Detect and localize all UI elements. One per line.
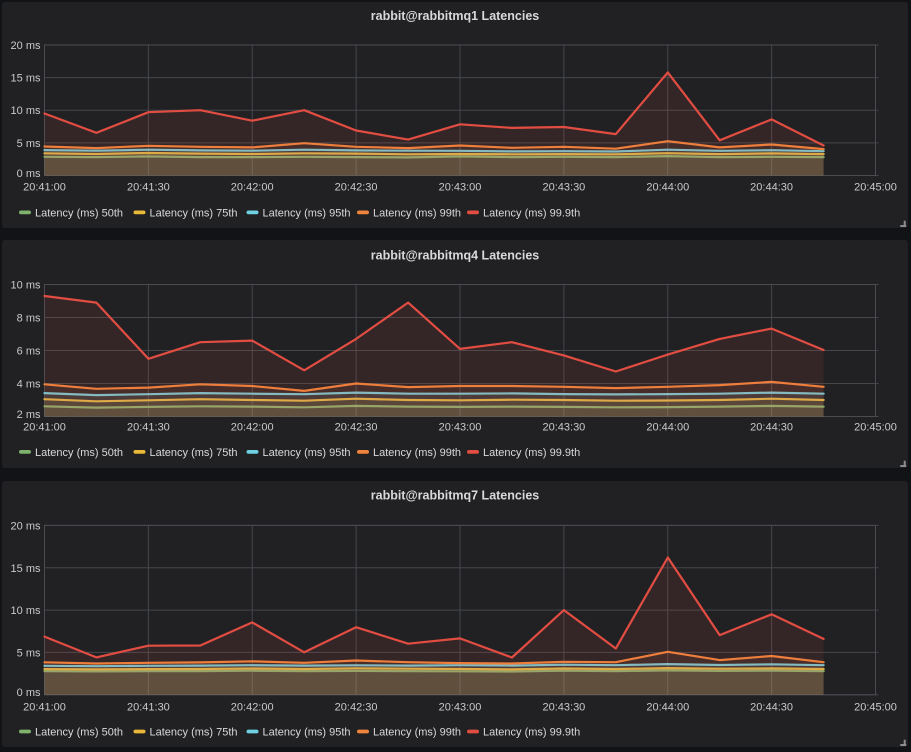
svg-text:Latency (ms) 99.9th: Latency (ms) 99.9th <box>483 727 580 739</box>
svg-text:20:43:00: 20:43:00 <box>439 181 482 193</box>
svg-text:20:44:00: 20:44:00 <box>646 421 689 433</box>
svg-text:20:41:30: 20:41:30 <box>127 702 170 714</box>
svg-text:20:42:00: 20:42:00 <box>231 181 274 193</box>
svg-text:rabbit@rabbitmq4 Latencies: rabbit@rabbitmq4 Latencies <box>371 249 540 263</box>
svg-text:20:42:30: 20:42:30 <box>335 421 378 433</box>
svg-text:Latency (ms) 99th: Latency (ms) 99th <box>373 727 461 739</box>
svg-text:0 ms: 0 ms <box>17 687 41 699</box>
svg-text:20:42:30: 20:42:30 <box>335 181 378 193</box>
svg-text:20:42:00: 20:42:00 <box>231 702 274 714</box>
svg-text:20:41:30: 20:41:30 <box>127 421 170 433</box>
svg-text:20:45:00: 20:45:00 <box>854 421 897 433</box>
svg-text:10 ms: 10 ms <box>11 605 41 617</box>
svg-text:20:44:00: 20:44:00 <box>646 702 689 714</box>
svg-text:Latency (ms) 50th: Latency (ms) 50th <box>35 447 123 459</box>
svg-text:20:42:30: 20:42:30 <box>335 702 378 714</box>
svg-text:20:43:30: 20:43:30 <box>542 421 585 433</box>
svg-text:Latency (ms) 50th: Latency (ms) 50th <box>35 727 123 739</box>
svg-text:20:43:30: 20:43:30 <box>542 702 585 714</box>
svg-text:0 ms: 0 ms <box>17 168 41 180</box>
svg-text:20:41:00: 20:41:00 <box>23 421 66 433</box>
svg-text:20:43:30: 20:43:30 <box>542 181 585 193</box>
svg-text:Latency (ms) 95th: Latency (ms) 95th <box>263 727 351 739</box>
svg-text:Latency (ms) 99.9th: Latency (ms) 99.9th <box>483 447 580 459</box>
svg-text:20:41:00: 20:41:00 <box>23 181 66 193</box>
svg-text:5 ms: 5 ms <box>17 138 41 150</box>
svg-text:10 ms: 10 ms <box>11 105 41 117</box>
svg-text:20:44:30: 20:44:30 <box>750 421 793 433</box>
svg-text:20:44:30: 20:44:30 <box>750 702 793 714</box>
svg-text:rabbit@rabbitmq7 Latencies: rabbit@rabbitmq7 Latencies <box>371 489 540 503</box>
svg-text:20:43:00: 20:43:00 <box>439 421 482 433</box>
svg-text:20:41:30: 20:41:30 <box>127 181 170 193</box>
svg-text:20:44:00: 20:44:00 <box>646 181 689 193</box>
svg-text:Latency (ms) 99.9th: Latency (ms) 99.9th <box>483 208 580 220</box>
svg-text:rabbit@rabbitmq1 Latencies: rabbit@rabbitmq1 Latencies <box>371 9 540 23</box>
svg-text:4 ms: 4 ms <box>17 379 41 391</box>
svg-text:15 ms: 15 ms <box>11 563 41 575</box>
svg-text:Latency (ms) 75th: Latency (ms) 75th <box>150 447 238 459</box>
svg-text:20 ms: 20 ms <box>11 40 41 52</box>
svg-text:20:44:30: 20:44:30 <box>750 181 793 193</box>
svg-text:Latency (ms) 95th: Latency (ms) 95th <box>263 447 351 459</box>
svg-text:10 ms: 10 ms <box>11 280 41 292</box>
svg-text:Latency (ms) 75th: Latency (ms) 75th <box>150 727 238 739</box>
svg-text:20:45:00: 20:45:00 <box>854 181 897 193</box>
svg-text:5 ms: 5 ms <box>17 647 41 659</box>
svg-text:Latency (ms) 99th: Latency (ms) 99th <box>373 208 461 220</box>
svg-text:20 ms: 20 ms <box>11 520 41 532</box>
svg-text:15 ms: 15 ms <box>11 73 41 85</box>
svg-text:20:45:00: 20:45:00 <box>854 702 897 714</box>
svg-text:Latency (ms) 95th: Latency (ms) 95th <box>263 208 351 220</box>
svg-text:Latency (ms) 99th: Latency (ms) 99th <box>373 447 461 459</box>
svg-text:8 ms: 8 ms <box>17 313 41 325</box>
svg-text:20:41:00: 20:41:00 <box>23 702 66 714</box>
svg-text:6 ms: 6 ms <box>17 346 41 358</box>
svg-text:20:43:00: 20:43:00 <box>439 702 482 714</box>
svg-text:Latency (ms) 75th: Latency (ms) 75th <box>150 208 238 220</box>
svg-text:2 ms: 2 ms <box>17 409 41 421</box>
svg-text:Latency (ms) 50th: Latency (ms) 50th <box>35 208 123 220</box>
svg-text:20:42:00: 20:42:00 <box>231 421 274 433</box>
